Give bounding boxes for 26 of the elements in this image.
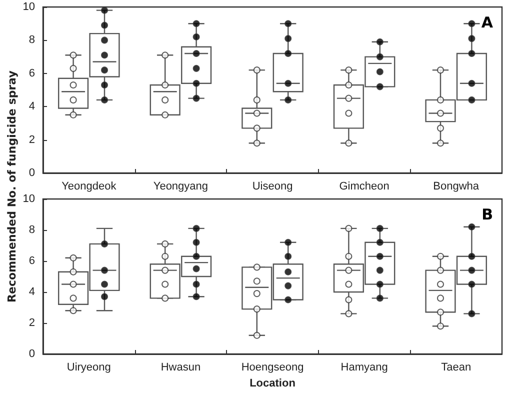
y-tick-label: 6 (28, 255, 35, 267)
y-tick-label: 0 (28, 167, 35, 179)
x-tick-label: Yeongdeok (62, 180, 117, 192)
x-tick-label: Bongwha (433, 180, 480, 192)
x-tick-label: Uiseong (252, 180, 293, 192)
y-tick-label: 2 (28, 317, 35, 329)
y-tick-label: 6 (28, 67, 35, 80)
y-axis-title: Recommended No. of fungicide spray (6, 70, 18, 304)
x-tick-label: Uiryeong (66, 362, 111, 374)
y-tick-label: 4 (28, 286, 35, 298)
x-tick-label: Gimcheon (339, 180, 390, 192)
x-tick-label: Hwasun (160, 362, 201, 374)
x-tick-label: Hamyang (340, 362, 388, 374)
y-tick-label: 2 (28, 134, 35, 146)
annotation: A (481, 14, 494, 32)
x-tick-label: Yeongyang (153, 180, 208, 192)
y-tick-label: 8 (28, 224, 35, 236)
x-tick-label: Taean (441, 362, 472, 374)
y-tick-label: 10 (22, 193, 35, 205)
annotation: B (482, 206, 494, 224)
y-tick-label: 10 (22, 1, 35, 13)
x-axis-title: Location (250, 378, 296, 390)
y-tick-label: 4 (28, 100, 35, 113)
y-tick-label: 0 (28, 348, 35, 360)
x-tick-label: Hoengseong (241, 362, 304, 374)
y-tick-label: 8 (28, 34, 35, 46)
